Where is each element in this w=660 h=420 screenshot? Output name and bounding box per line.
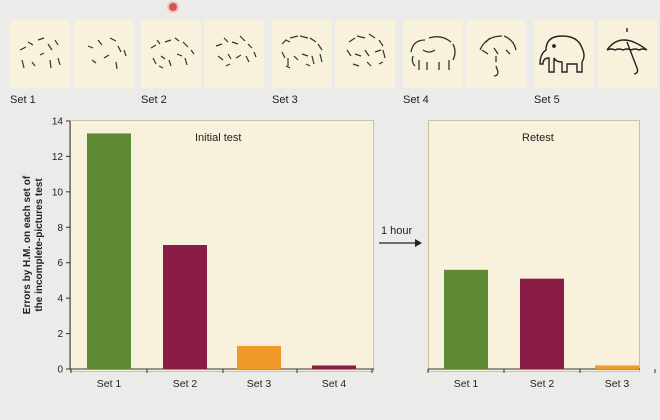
- y-tick-label-0: 0: [57, 365, 63, 376]
- bar-initial-4: [312, 365, 356, 369]
- y-axis-label: Errors by H.M. on each set of the incompl…: [22, 175, 45, 314]
- x-tick-label-initial-2: Set 2: [173, 378, 198, 390]
- umbrella-sketch-icon: [606, 28, 648, 75]
- y-tick-label-1: 2: [57, 329, 63, 340]
- x-tick-label-initial-1: Set 1: [97, 378, 122, 390]
- fragment-sketch-icon: [150, 37, 195, 69]
- thumbnail-label-set4: Set 4: [403, 94, 429, 106]
- thumbnail-label-set2: Set 2: [141, 94, 167, 106]
- fragment-sketch-icon: [19, 37, 61, 69]
- interval-label: 1 hour: [381, 225, 413, 237]
- x-tick-label-retest-1: Set 1: [454, 378, 479, 390]
- x-tick-label-initial-3: Set 3: [247, 378, 272, 390]
- y-axis-label-line-2: the incomplete-pictures test: [34, 178, 45, 312]
- umbrella-fragment-icon: [479, 35, 517, 77]
- interval-arrow-icon: [379, 239, 422, 247]
- y-tick-label-3: 6: [57, 258, 63, 269]
- thumbnail-set4-b: [466, 20, 526, 88]
- thumbnail-set2-b: [204, 20, 264, 88]
- y-tick-label-7: 14: [52, 117, 64, 128]
- bar-initial-1: [87, 133, 131, 369]
- x-tick-label-retest-3: Set 3: [605, 378, 630, 390]
- fragment-sketch-icon: [87, 37, 127, 70]
- initial-test-title: Initial test: [195, 132, 242, 144]
- thumbnail-set3-a: [272, 20, 332, 88]
- x-tick-label-initial-4: Set 4: [322, 378, 347, 390]
- thumbnail-label-set3: Set 3: [272, 94, 298, 106]
- thumbnail-set5-a: [534, 20, 594, 88]
- y-tick-label-6: 12: [52, 152, 64, 163]
- fragment-sketch-icon: [346, 33, 386, 67]
- thumbnail-set1-b: [74, 20, 134, 88]
- thumbnail-label-set1: Set 1: [10, 94, 36, 106]
- thumbnail-set1-a: [10, 20, 70, 88]
- y-axis-label-line-1: Errors by H.M. on each set of: [22, 175, 33, 314]
- thumbnail-label-set5: Set 5: [534, 94, 560, 106]
- elephant-fragment-icon: [410, 36, 456, 70]
- elephant-sketch-icon: [539, 35, 585, 73]
- thumbnail-set5-b: [597, 20, 657, 88]
- bar-initial-3: [237, 345, 281, 369]
- thumbnail-set4-a: [403, 20, 463, 88]
- y-tick-label-5: 10: [52, 187, 64, 198]
- bar-initial-2: [163, 245, 207, 369]
- bar-retest-2: [520, 278, 564, 369]
- fragment-sketch-icon: [281, 35, 323, 69]
- thumbnail-set2-a: [141, 20, 201, 88]
- thumbnail-set3-b: [335, 20, 395, 88]
- y-tick-label-2: 4: [57, 294, 63, 305]
- bar-retest-3: [595, 365, 639, 369]
- fragment-sketch-icon: [215, 35, 257, 67]
- bar-retest-1: [444, 269, 488, 369]
- record-indicator-icon: [169, 3, 177, 11]
- y-tick-label-4: 8: [57, 223, 63, 234]
- retest-title: Retest: [522, 132, 554, 144]
- x-tick-label-retest-2: Set 2: [530, 378, 555, 390]
